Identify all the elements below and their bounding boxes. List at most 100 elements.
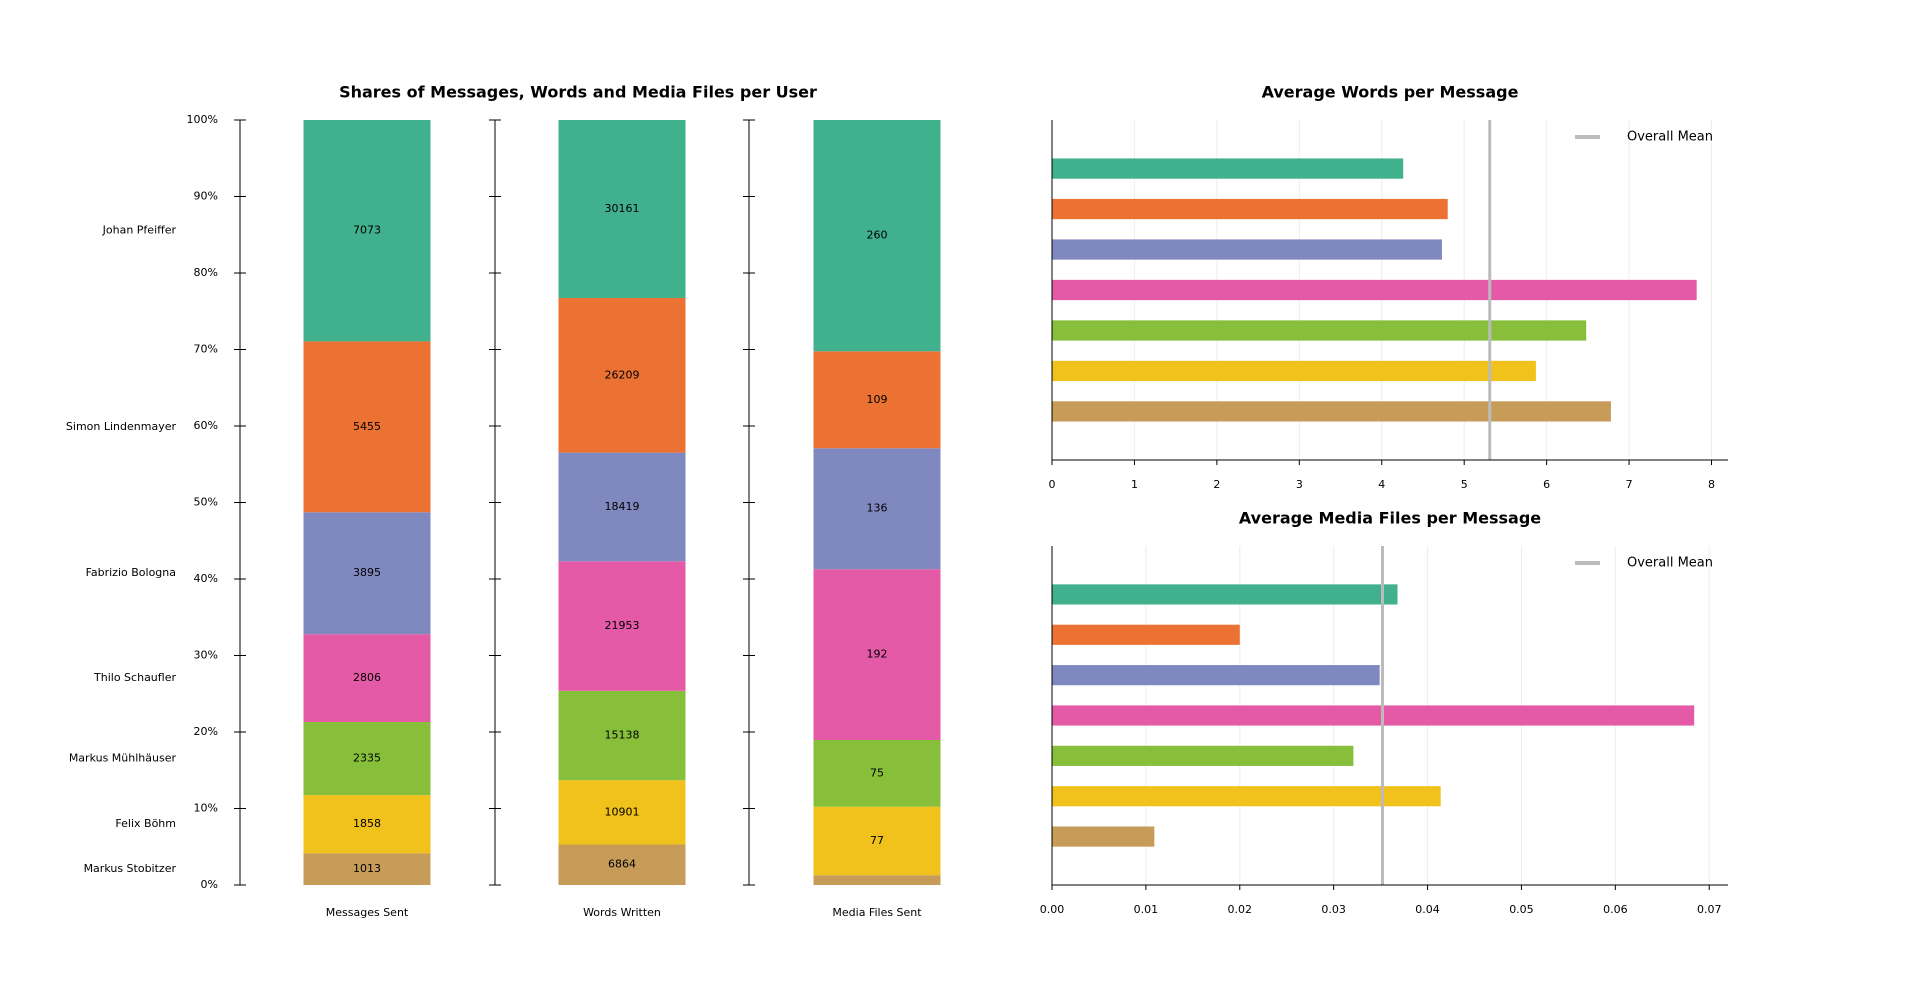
bar: [1052, 745, 1354, 766]
bar-segment: [558, 844, 686, 885]
x-tick-label: Media Files Sent: [832, 906, 922, 919]
x-tick-label: 7: [1626, 478, 1633, 491]
data-label: 77: [870, 834, 884, 847]
bar-segment: [558, 297, 686, 453]
bar: [1052, 705, 1695, 726]
y-tick-label: 10%: [194, 802, 218, 815]
x-tick-label: 0.05: [1509, 903, 1534, 916]
user-label: Fabrizio Bologna: [86, 566, 176, 579]
bar-segment: [303, 795, 431, 854]
bar: [1052, 239, 1442, 260]
x-tick-label: 0.02: [1228, 903, 1253, 916]
bar-segment: [303, 853, 431, 885]
data-label: 21953: [605, 619, 640, 632]
bar: [1052, 786, 1441, 807]
x-tick-label: 6: [1543, 478, 1550, 491]
user-label: Simon Lindenmayer: [66, 420, 177, 433]
bar-segment: [813, 120, 941, 352]
bar-segment: [813, 875, 941, 885]
bar: [1052, 320, 1587, 341]
data-label: 15138: [605, 729, 640, 742]
bar: [1052, 279, 1697, 301]
user-label: Thilo Schaufler: [93, 671, 176, 684]
data-label: 18419: [605, 500, 640, 513]
data-label: 30161: [605, 202, 640, 215]
data-label: 2335: [353, 752, 381, 765]
x-tick-label: 8: [1708, 478, 1715, 491]
y-tick-label: 20%: [194, 725, 218, 738]
data-label: 6864: [608, 858, 636, 871]
data-label: 5455: [353, 420, 381, 433]
data-label: 260: [867, 229, 888, 242]
bar-segment: [303, 512, 431, 635]
y-tick-label: 70%: [194, 343, 218, 356]
bar: [1052, 158, 1404, 179]
y-tick-label: 80%: [194, 266, 218, 279]
bar-segment: [558, 780, 686, 845]
bar-segment: [303, 120, 431, 342]
x-tick-label: 0.03: [1321, 903, 1346, 916]
x-tick-label: Words Written: [583, 906, 661, 919]
bar: [1052, 360, 1536, 382]
bar-segment: [813, 569, 941, 741]
user-label: Johan Pfeiffer: [102, 224, 177, 237]
bar-segment: [303, 634, 431, 723]
x-tick-label: 0.04: [1415, 903, 1440, 916]
data-label: 1013: [353, 862, 381, 875]
bar: [1052, 584, 1398, 605]
x-tick-label: Messages Sent: [326, 906, 409, 919]
data-label: 75: [870, 766, 884, 779]
data-label: 7073: [353, 224, 381, 237]
chart-title: Shares of Messages, Words and Media File…: [339, 83, 817, 102]
data-label: 109: [867, 393, 888, 406]
data-label: 3895: [353, 566, 381, 579]
data-label: 26209: [605, 368, 640, 381]
y-tick-label: 40%: [194, 572, 218, 585]
x-tick-label: 0.00: [1040, 903, 1065, 916]
x-tick-label: 3: [1296, 478, 1303, 491]
data-label: 2806: [353, 671, 381, 684]
legend-label: Overall Mean: [1627, 130, 1713, 145]
x-tick-label: 4: [1378, 478, 1385, 491]
chart-title: Average Words per Message: [1262, 83, 1519, 102]
x-tick-label: 0.01: [1134, 903, 1159, 916]
y-tick-label: 0%: [201, 878, 218, 891]
bar-segment: [558, 561, 686, 691]
x-tick-label: 1: [1131, 478, 1138, 491]
bar-segment: [813, 351, 941, 449]
y-tick-label: 100%: [187, 113, 218, 126]
x-tick-label: 0.07: [1697, 903, 1722, 916]
bar-segment: [813, 740, 941, 807]
bar-segment: [303, 722, 431, 796]
bar: [1052, 826, 1155, 847]
data-label: 1858: [353, 817, 381, 830]
bar-segment: [813, 806, 941, 876]
bar: [1052, 665, 1380, 686]
x-tick-label: 0.06: [1603, 903, 1628, 916]
bar-segment: [303, 341, 431, 513]
bar-segment: [813, 448, 941, 570]
bar: [1052, 401, 1611, 422]
y-tick-label: 30%: [194, 649, 218, 662]
bar: [1052, 624, 1240, 645]
user-label: Felix Böhm: [115, 817, 176, 830]
y-tick-label: 90%: [194, 190, 218, 203]
y-tick-label: 60%: [194, 419, 218, 432]
x-tick-label: 0: [1049, 478, 1056, 491]
bar: [1052, 198, 1448, 220]
user-label: Markus Mühlhäuser: [69, 752, 177, 765]
chart-title: Average Media Files per Message: [1239, 509, 1541, 528]
data-label: 192: [867, 648, 888, 661]
data-label: 10901: [605, 805, 640, 818]
bar-segment: [558, 452, 686, 562]
x-tick-label: 2: [1213, 478, 1220, 491]
user-label: Markus Stobitzer: [84, 862, 177, 875]
y-tick-label: 50%: [194, 496, 218, 509]
x-tick-label: 5: [1461, 478, 1468, 491]
bar-segment: [558, 690, 686, 781]
data-label: 136: [867, 502, 888, 515]
bar-segment: [558, 120, 686, 298]
legend-label: Overall Mean: [1627, 556, 1713, 571]
